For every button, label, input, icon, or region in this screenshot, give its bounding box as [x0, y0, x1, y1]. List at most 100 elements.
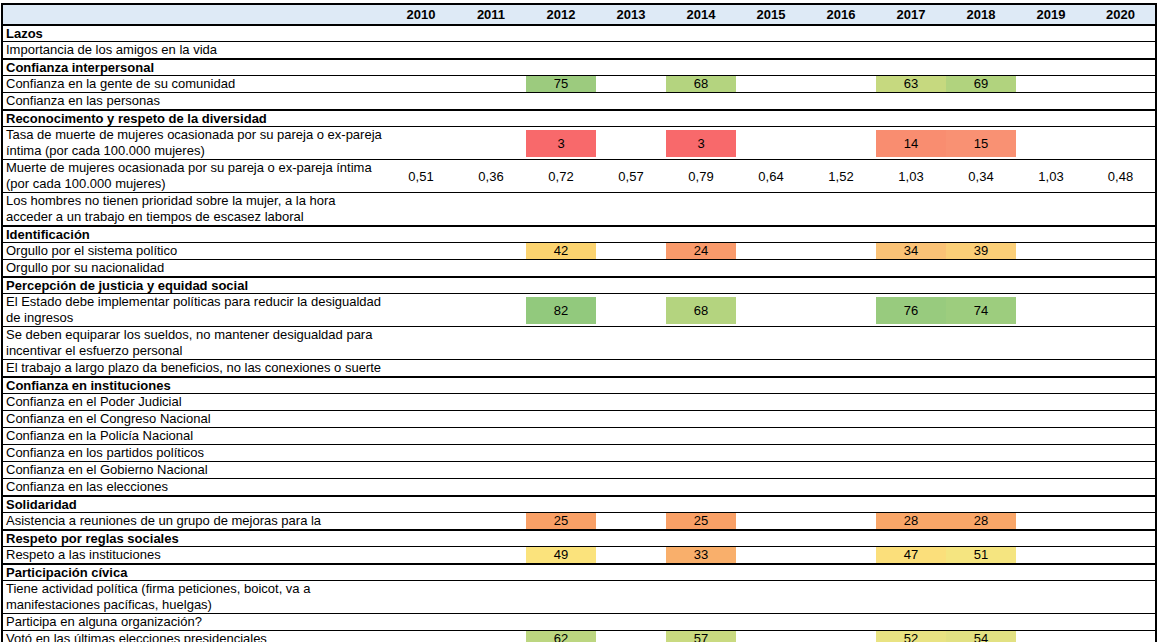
value-cell-2020[interactable]	[1086, 243, 1156, 260]
value-cell-2017[interactable]	[876, 581, 946, 614]
value-cell-2012[interactable]	[526, 327, 596, 360]
row-label[interactable]: Tasa de muerte de mujeres ocasionada por…	[2, 127, 386, 160]
value-cell-2020[interactable]	[1086, 93, 1156, 111]
value-cell-2012[interactable]	[526, 428, 596, 445]
value-cell-2011[interactable]	[456, 93, 526, 111]
section-title[interactable]: Participación cívica	[2, 564, 1156, 581]
value-cell-2017[interactable]: 47	[876, 547, 946, 565]
value-cell-2011[interactable]	[456, 360, 526, 378]
value-cell-2010[interactable]	[386, 127, 456, 160]
value-cell-2013[interactable]	[596, 513, 666, 531]
value-cell-2014[interactable]: 68	[666, 294, 736, 327]
value-cell-2017[interactable]: 52	[876, 631, 946, 642]
value-cell-2015[interactable]	[736, 260, 806, 278]
value-cell-2010[interactable]	[386, 462, 456, 479]
value-cell-2010[interactable]	[386, 294, 456, 327]
value-cell-2012[interactable]: 25	[526, 513, 596, 531]
row-label[interactable]: Orgullo por su nacionalidad	[2, 260, 386, 278]
value-cell-2018[interactable]	[946, 462, 1016, 479]
value-cell-2013[interactable]	[596, 243, 666, 260]
value-cell-2019[interactable]	[1016, 462, 1086, 479]
value-cell-2020[interactable]	[1086, 614, 1156, 631]
value-cell-2020[interactable]	[1086, 360, 1156, 378]
value-cell-2016[interactable]	[806, 127, 876, 160]
header-corner-cell[interactable]	[2, 4, 386, 25]
section-title[interactable]: Lazos	[2, 25, 1156, 42]
value-cell-2016[interactable]	[806, 76, 876, 93]
value-cell-2017[interactable]	[876, 193, 946, 227]
row-label[interactable]: Importancia de los amigos en la vida	[2, 42, 386, 60]
value-cell-2011[interactable]	[456, 243, 526, 260]
row-label[interactable]: Votó en las últimas elecciones presidenc…	[2, 631, 386, 642]
year-header-2020[interactable]: 2020	[1086, 4, 1156, 25]
value-cell-2012[interactable]	[526, 360, 596, 378]
row-label[interactable]: Muerte de mujeres ocasionada por su pare…	[2, 160, 386, 193]
value-cell-2011[interactable]: 0,36	[456, 160, 526, 193]
value-cell-2010[interactable]	[386, 411, 456, 428]
value-cell-2020[interactable]	[1086, 462, 1156, 479]
value-cell-2018[interactable]	[946, 428, 1016, 445]
row-label[interactable]: Los hombres no tienen prioridad sobre la…	[2, 193, 386, 227]
value-cell-2014[interactable]: 3	[666, 127, 736, 160]
value-cell-2019[interactable]	[1016, 479, 1086, 497]
row-label[interactable]: Confianza en las elecciones	[2, 479, 386, 497]
value-cell-2020[interactable]: 0,48	[1086, 160, 1156, 193]
value-cell-2011[interactable]	[456, 445, 526, 462]
value-cell-2010[interactable]	[386, 243, 456, 260]
value-cell-2010[interactable]	[386, 42, 456, 60]
value-cell-2011[interactable]	[456, 581, 526, 614]
value-cell-2012[interactable]: 75	[526, 76, 596, 93]
value-cell-2017[interactable]	[876, 614, 946, 631]
value-cell-2017[interactable]: 34	[876, 243, 946, 260]
value-cell-2018[interactable]: 28	[946, 513, 1016, 531]
value-cell-2019[interactable]	[1016, 360, 1086, 378]
value-cell-2014[interactable]: 68	[666, 76, 736, 93]
value-cell-2011[interactable]	[456, 462, 526, 479]
value-cell-2014[interactable]: 24	[666, 243, 736, 260]
value-cell-2015[interactable]	[736, 614, 806, 631]
row-label[interactable]: El trabajo a largo plazo da beneficios, …	[2, 360, 386, 378]
value-cell-2016[interactable]	[806, 479, 876, 497]
value-cell-2012[interactable]: 82	[526, 294, 596, 327]
value-cell-2018[interactable]	[946, 581, 1016, 614]
value-cell-2012[interactable]: 42	[526, 243, 596, 260]
value-cell-2010[interactable]	[386, 614, 456, 631]
value-cell-2016[interactable]	[806, 614, 876, 631]
value-cell-2018[interactable]	[946, 93, 1016, 111]
value-cell-2017[interactable]	[876, 42, 946, 60]
value-cell-2015[interactable]	[736, 93, 806, 111]
value-cell-2016[interactable]	[806, 93, 876, 111]
value-cell-2013[interactable]	[596, 93, 666, 111]
value-cell-2013[interactable]	[596, 294, 666, 327]
value-cell-2020[interactable]	[1086, 127, 1156, 160]
value-cell-2015[interactable]	[736, 479, 806, 497]
value-cell-2013[interactable]	[596, 462, 666, 479]
value-cell-2019[interactable]	[1016, 327, 1086, 360]
section-title[interactable]: Confianza interpersonal	[2, 59, 1156, 76]
year-header-2013[interactable]: 2013	[596, 4, 666, 25]
value-cell-2010[interactable]	[386, 394, 456, 411]
value-cell-2011[interactable]	[456, 631, 526, 642]
value-cell-2014[interactable]	[666, 462, 736, 479]
value-cell-2016[interactable]	[806, 513, 876, 531]
value-cell-2014[interactable]	[666, 479, 736, 497]
value-cell-2018[interactable]: 51	[946, 547, 1016, 565]
value-cell-2020[interactable]	[1086, 547, 1156, 565]
value-cell-2011[interactable]	[456, 547, 526, 565]
value-cell-2020[interactable]	[1086, 479, 1156, 497]
value-cell-2016[interactable]	[806, 294, 876, 327]
value-cell-2014[interactable]	[666, 327, 736, 360]
value-cell-2017[interactable]	[876, 479, 946, 497]
value-cell-2017[interactable]	[876, 428, 946, 445]
value-cell-2012[interactable]: 3	[526, 127, 596, 160]
value-cell-2015[interactable]	[736, 42, 806, 60]
value-cell-2018[interactable]	[946, 411, 1016, 428]
row-label[interactable]: Asistencia a reuniones de un grupo de me…	[2, 513, 386, 531]
value-cell-2019[interactable]	[1016, 394, 1086, 411]
value-cell-2018[interactable]: 69	[946, 76, 1016, 93]
value-cell-2020[interactable]	[1086, 428, 1156, 445]
value-cell-2019[interactable]	[1016, 42, 1086, 60]
year-header-2017[interactable]: 2017	[876, 4, 946, 25]
value-cell-2016[interactable]	[806, 360, 876, 378]
value-cell-2012[interactable]	[526, 193, 596, 227]
